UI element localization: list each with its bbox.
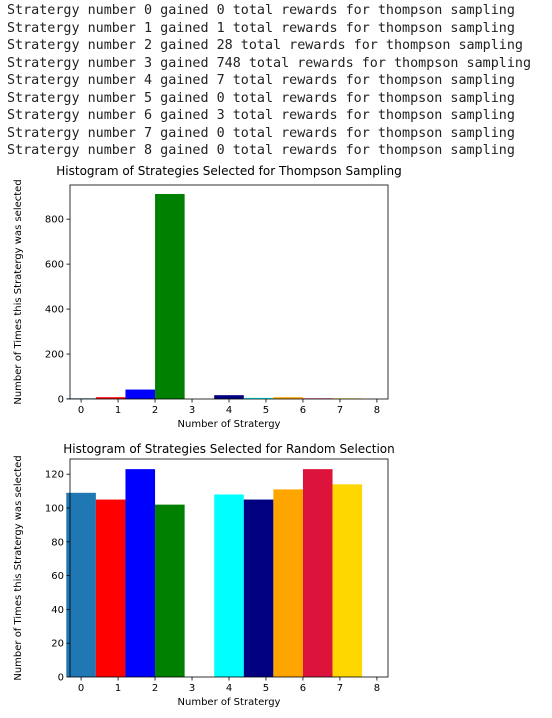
x-tick-label: 7 <box>337 683 343 694</box>
bar <box>273 489 303 677</box>
console-output: Stratergy number 0 gained 0 total reward… <box>7 2 531 160</box>
y-tick-label: 120 <box>45 470 64 481</box>
bar <box>273 397 303 399</box>
console-line: Stratergy number 0 gained 0 total reward… <box>7 3 515 18</box>
chart-title: Histogram of Strategies Selected for Tho… <box>56 164 401 178</box>
bar <box>95 397 126 399</box>
console-line: Stratergy number 2 gained 28 total rewar… <box>7 38 523 53</box>
console-line: Stratergy number 4 gained 7 total reward… <box>7 73 515 88</box>
x-axis-label: Number of Stratergy <box>178 419 281 430</box>
bar <box>66 492 96 677</box>
y-axis-label: Number of Times this Stratergy was selec… <box>13 455 24 680</box>
y-axis-label: Number of Times this Stratergy was selec… <box>13 179 24 404</box>
y-tick-label: 60 <box>51 571 64 582</box>
y-tick-label: 800 <box>45 215 64 226</box>
x-tick-label: 3 <box>189 405 195 416</box>
y-tick-label: 0 <box>58 673 64 684</box>
console-line: Stratergy number 8 gained 0 total reward… <box>7 143 515 158</box>
bar <box>332 484 363 677</box>
x-tick-label: 3 <box>189 683 195 694</box>
x-tick-label: 8 <box>374 405 380 416</box>
y-tick-label: 40 <box>51 605 64 616</box>
bar <box>155 193 185 399</box>
console-line: Stratergy number 6 gained 3 total reward… <box>7 108 515 123</box>
console-line: Stratergy number 7 gained 0 total reward… <box>7 125 515 141</box>
x-tick-label: 6 <box>300 405 306 416</box>
bar <box>214 395 244 399</box>
bar <box>302 469 333 677</box>
y-tick-label: 20 <box>51 639 64 650</box>
console-line: Stratergy number 1 gained 1 total reward… <box>7 20 515 36</box>
y-tick-label: 0 <box>58 395 64 406</box>
bar <box>243 499 274 677</box>
bar <box>155 504 185 677</box>
console-line: Stratergy number 3 gained 748 total rewa… <box>7 55 532 71</box>
y-tick-label: 80 <box>51 537 64 548</box>
x-tick-label: 6 <box>300 683 306 694</box>
x-tick-label: 5 <box>263 683 269 694</box>
x-tick-label: 4 <box>226 405 232 416</box>
x-tick-label: 5 <box>263 405 269 416</box>
x-tick-label: 2 <box>152 405 158 416</box>
x-tick-label: 1 <box>115 405 121 416</box>
x-tick-label: 0 <box>78 683 84 694</box>
y-tick-label: 600 <box>45 260 64 271</box>
x-tick-label: 4 <box>226 683 232 694</box>
bar <box>125 469 156 677</box>
bar <box>95 499 126 677</box>
bar <box>243 397 274 399</box>
x-tick-label: 0 <box>78 405 84 416</box>
x-tick-label: 7 <box>337 405 343 416</box>
chart-title: Histogram of Strategies Selected for Ran… <box>63 442 395 456</box>
y-tick-label: 400 <box>45 305 64 316</box>
bar <box>214 494 244 677</box>
x-axis-label: Number of Stratergy <box>178 697 281 708</box>
x-tick-label: 1 <box>115 683 121 694</box>
x-tick-label: 8 <box>374 683 380 694</box>
bar <box>125 389 156 399</box>
y-tick-label: 200 <box>45 350 64 361</box>
x-tick-label: 2 <box>152 683 158 694</box>
y-tick-label: 100 <box>45 504 64 515</box>
console-line: Stratergy number 5 gained 0 total reward… <box>7 90 515 106</box>
